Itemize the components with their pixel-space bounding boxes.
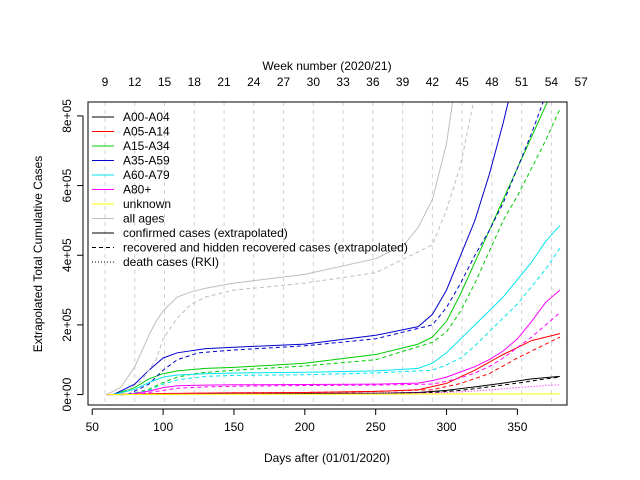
week-tick-label: 45 xyxy=(455,75,469,89)
week-tick-label: 54 xyxy=(545,75,559,89)
y-tick-label: 8e+05 xyxy=(60,99,74,133)
y-tick-label: 2e+05 xyxy=(60,308,74,342)
legend-label: death cases (RKI) xyxy=(123,255,219,269)
y-axis: 0e+00 2e+05 4e+05 6e+05 8e+05 xyxy=(60,99,84,411)
series-line xyxy=(127,248,561,396)
legend-label: A35-A59 xyxy=(123,154,170,168)
y-axis-label: Extrapolated Total Cumulative Cases xyxy=(31,156,45,353)
week-tick-label: 57 xyxy=(574,75,588,89)
series-line xyxy=(120,102,474,396)
week-tick-label: 36 xyxy=(366,75,380,89)
week-axis-label: Week number (2020/21) xyxy=(262,59,391,73)
plot-frame xyxy=(87,101,568,406)
legend-label: confirmed cases (extrapolated) xyxy=(123,226,288,240)
x-tick-label: 350 xyxy=(507,420,527,434)
week-tick-label: 39 xyxy=(396,75,410,89)
week-tick-label: 30 xyxy=(307,75,321,89)
legend-label: unknown xyxy=(123,197,171,211)
week-tick-label: 33 xyxy=(336,75,350,89)
legend-label: all ages xyxy=(123,212,164,226)
series-line xyxy=(106,393,560,396)
x-tick-label: 200 xyxy=(295,420,315,434)
x-tick-label: 100 xyxy=(153,420,173,434)
x-tick-label: 250 xyxy=(366,420,386,434)
x-tick-label: 150 xyxy=(224,420,244,434)
week-tick-label: 42 xyxy=(426,75,440,89)
series-line xyxy=(113,102,509,396)
x-axis-label: Days after (01/01/2020) xyxy=(264,451,390,465)
grid xyxy=(104,102,552,405)
series-line xyxy=(127,289,561,396)
series-line xyxy=(134,384,560,396)
week-tick-label: 51 xyxy=(515,75,529,89)
series-lines xyxy=(106,102,561,396)
legend-label: A05-A14 xyxy=(123,125,170,139)
legend-label: A80+ xyxy=(123,183,151,197)
x-tick-label: 50 xyxy=(86,420,100,434)
week-axis: 9 12 15 18 21 24 27 30 33 36 39 42 45 48 51 54 57 xyxy=(102,75,589,89)
y-tick-label: 0e+00 xyxy=(60,377,74,411)
legend-label: A00-A04 xyxy=(123,110,170,124)
week-tick-label: 21 xyxy=(217,75,231,89)
legend-label: A60-A79 xyxy=(123,168,170,182)
series-line xyxy=(120,336,561,396)
y-tick-label: 6e+05 xyxy=(60,168,74,202)
week-tick-label: 24 xyxy=(247,75,261,89)
x-tick-label: 300 xyxy=(437,420,457,434)
y-tick-label: 4e+05 xyxy=(60,238,74,272)
week-tick-label: 48 xyxy=(485,75,499,89)
legend-label: A15-A34 xyxy=(123,139,170,153)
week-tick-label: 15 xyxy=(158,75,172,89)
week-tick-label: 18 xyxy=(188,75,202,89)
series-line xyxy=(106,102,454,396)
week-tick-label: 9 xyxy=(102,75,109,89)
week-tick-label: 12 xyxy=(128,75,142,89)
legend: A00-A04A05-A14A15-A34A35-A59A60-A79A80+u… xyxy=(92,110,408,269)
series-line xyxy=(113,225,561,396)
week-tick-label: 27 xyxy=(277,75,291,89)
series-line xyxy=(127,108,561,396)
x-axis: 50 100 150 200 250 300 350 xyxy=(86,408,528,434)
legend-label: recovered and hidden recovered cases (ex… xyxy=(123,241,408,255)
